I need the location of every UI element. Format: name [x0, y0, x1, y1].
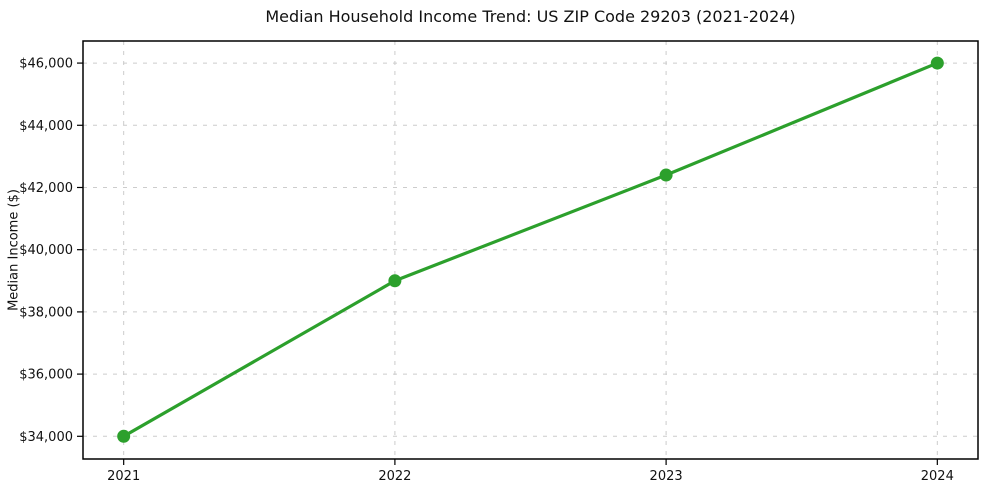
x-tick-label: 2022 [378, 469, 411, 484]
y-tick-label: $40,000 [19, 243, 73, 258]
x-tick-label: 2024 [921, 469, 954, 484]
data-point-2021 [117, 429, 131, 443]
data-point-2023 [659, 168, 673, 182]
x-tick-label: 2023 [650, 469, 683, 484]
y-tick-label: $46,000 [19, 57, 73, 72]
y-tick-label: $36,000 [19, 368, 73, 383]
data-point-2022 [388, 274, 402, 288]
y-tick-label: $34,000 [19, 430, 73, 445]
y-tick-label: $38,000 [19, 305, 73, 320]
data-point-2024 [930, 56, 944, 70]
y-tick-label: $42,000 [19, 181, 73, 196]
chart-title: Median Household Income Trend: US ZIP Co… [265, 7, 796, 26]
x-tick-label: 2021 [107, 469, 140, 484]
income-trend-line [122, 61, 939, 438]
y-tick-label: $44,000 [19, 119, 73, 134]
